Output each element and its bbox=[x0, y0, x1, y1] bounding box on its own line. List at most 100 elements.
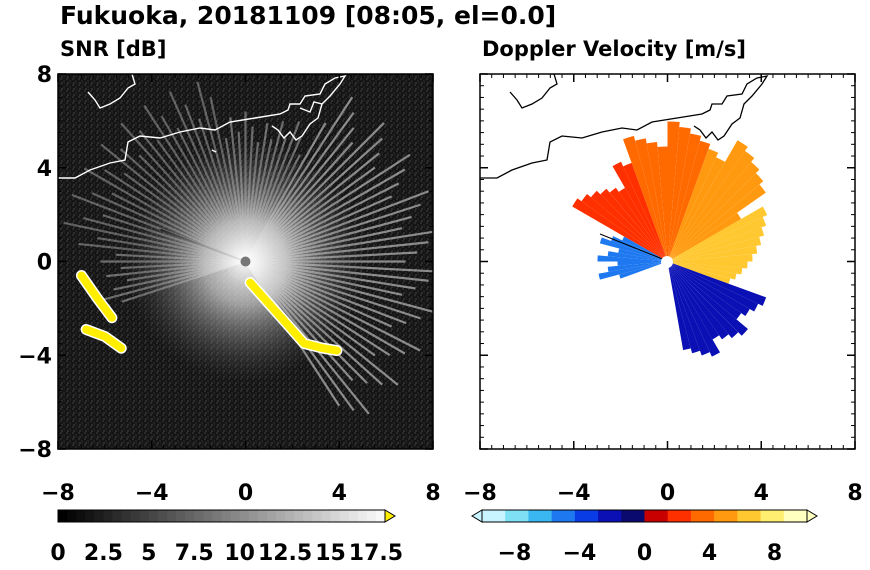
colorbar-cell bbox=[528, 510, 553, 522]
snr-radar-center bbox=[240, 256, 251, 267]
colorbar-cell bbox=[737, 510, 762, 522]
colorbar-cell bbox=[157, 510, 168, 522]
colorbar-tick-label: 4 bbox=[702, 541, 717, 566]
colorbar-cell bbox=[212, 510, 222, 522]
colorbar-cell bbox=[85, 510, 95, 522]
doppler-receding-wedge bbox=[657, 146, 668, 262]
doppler-receding-wedge bbox=[667, 245, 758, 262]
colorbar-cell bbox=[230, 510, 241, 522]
doppler-receding-wedge bbox=[667, 184, 766, 262]
doppler-receding-wedge bbox=[667, 127, 691, 262]
colorbar-cell bbox=[276, 510, 286, 522]
snr-strong-echo bbox=[82, 325, 126, 353]
colorbar-cell bbox=[303, 510, 313, 522]
x-tick-label: −4 bbox=[557, 481, 591, 506]
y-tick-label: 0 bbox=[37, 251, 52, 276]
colorbar-cell bbox=[357, 510, 368, 522]
colorbar-cell bbox=[257, 510, 268, 522]
doppler-receding-wedge bbox=[581, 194, 668, 262]
colorbar-cell bbox=[330, 510, 341, 522]
doppler-receding-wedge bbox=[667, 261, 737, 280]
doppler-receding-wedge bbox=[667, 261, 748, 269]
colorbar-cell bbox=[551, 510, 576, 522]
doppler-receding-wedge bbox=[667, 157, 725, 262]
doppler-receding-wedge bbox=[667, 133, 702, 262]
snr-strong-echo bbox=[246, 278, 341, 355]
doppler-approaching-wedge bbox=[607, 261, 668, 272]
x-tick-label: 4 bbox=[332, 481, 347, 506]
colorbar-cell bbox=[574, 510, 599, 522]
colorbar-cell bbox=[167, 510, 177, 522]
doppler-receding-wedge bbox=[590, 190, 668, 262]
doppler-receding-wedge bbox=[667, 206, 768, 262]
colorbar-cell bbox=[130, 510, 141, 522]
x-tick-label: 4 bbox=[754, 481, 769, 506]
doppler-approaching-wedge bbox=[667, 261, 710, 356]
doppler-receding-wedge bbox=[667, 227, 765, 262]
doppler-receding-wedge bbox=[635, 138, 668, 262]
doppler-beam-block-line bbox=[599, 233, 666, 261]
colorbar-cell bbox=[221, 510, 232, 522]
colorbar-cell bbox=[783, 510, 808, 522]
snr-inner-island bbox=[299, 101, 323, 113]
colorbar-cell bbox=[294, 510, 304, 522]
colorbar-tick-label: 0 bbox=[637, 541, 652, 566]
colorbar-cell bbox=[375, 510, 386, 522]
colorbar-cell bbox=[714, 510, 738, 522]
y-tick-label: 4 bbox=[37, 157, 52, 182]
colorbar-tick-label: 5 bbox=[141, 541, 156, 566]
x-tick-label: −4 bbox=[135, 481, 169, 506]
colorbar-frame bbox=[57, 509, 386, 523]
x-tick-label: 0 bbox=[660, 481, 675, 506]
snr-colorbar bbox=[57, 509, 396, 523]
colorbar-cell bbox=[690, 510, 715, 522]
colorbar-cell bbox=[185, 510, 195, 522]
doppler-receding-wedge bbox=[600, 188, 668, 262]
doppler-receding-wedge bbox=[667, 217, 767, 262]
doppler-approaching-wedge bbox=[597, 255, 668, 262]
doppler-receding-wedge bbox=[667, 212, 742, 262]
doppler-approaching-wedge bbox=[617, 261, 668, 266]
doppler-approaching-wedge bbox=[667, 261, 700, 354]
y-tick-label: −8 bbox=[18, 438, 52, 463]
colorbar-cell bbox=[58, 510, 68, 522]
doppler-receding-wedge bbox=[609, 187, 668, 262]
colorbar-extend-max bbox=[384, 509, 396, 523]
colorbar-tick-label: 12.5 bbox=[258, 541, 312, 566]
doppler-receding-wedge bbox=[623, 162, 668, 262]
colorbar-tick-label: 8 bbox=[767, 541, 782, 566]
doppler-approaching-wedge bbox=[667, 261, 720, 357]
colorbar-cell bbox=[266, 510, 277, 522]
snr-axis-ticks bbox=[57, 73, 434, 450]
colorbar-cell bbox=[248, 510, 259, 522]
doppler-colorbar-labels: −8 −4 0 4 8 bbox=[498, 541, 783, 566]
colorbar-extend-min bbox=[471, 509, 483, 523]
colorbar-cell bbox=[112, 510, 123, 522]
doppler-coastline bbox=[480, 74, 769, 179]
colorbar-cell bbox=[148, 510, 159, 522]
colorbar-cell bbox=[760, 510, 785, 522]
colorbar-tick-label: 0 bbox=[50, 541, 65, 566]
y-tick-label: 8 bbox=[37, 63, 52, 88]
colorbar-cell bbox=[176, 510, 186, 522]
doppler-approaching-wedge bbox=[599, 237, 668, 262]
doppler-approaching-wedge bbox=[667, 261, 759, 312]
snr-strong-echoes bbox=[75, 256, 343, 357]
colorbar-cell bbox=[194, 510, 204, 522]
doppler-receding-wedge bbox=[667, 173, 764, 262]
x-tick-label: 8 bbox=[847, 481, 862, 506]
colorbar-cell bbox=[103, 510, 113, 522]
doppler-approaching-wedge bbox=[667, 261, 748, 336]
doppler-echo-sectors bbox=[572, 121, 768, 357]
colorbar-tick-label: −8 bbox=[498, 541, 532, 566]
doppler-receding-wedge bbox=[623, 135, 668, 262]
snr-y-tick-labels: 8 4 0 −4 −8 bbox=[18, 63, 52, 463]
doppler-receding-wedge bbox=[667, 140, 711, 262]
doppler-axis-ticks bbox=[479, 73, 856, 450]
colorbar-cell bbox=[203, 510, 213, 522]
colorbar-tick-label: −4 bbox=[563, 541, 597, 566]
snr-x-tick-labels: −8 −4 0 4 8 bbox=[41, 481, 441, 506]
doppler-receding-wedge bbox=[612, 161, 668, 262]
colorbar-cell bbox=[482, 510, 506, 522]
